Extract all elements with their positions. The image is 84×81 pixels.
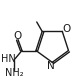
Text: O: O bbox=[62, 24, 70, 34]
Text: HN: HN bbox=[1, 54, 16, 64]
Text: N: N bbox=[47, 61, 55, 71]
Text: NH₂: NH₂ bbox=[5, 68, 23, 78]
Text: O: O bbox=[14, 31, 22, 41]
